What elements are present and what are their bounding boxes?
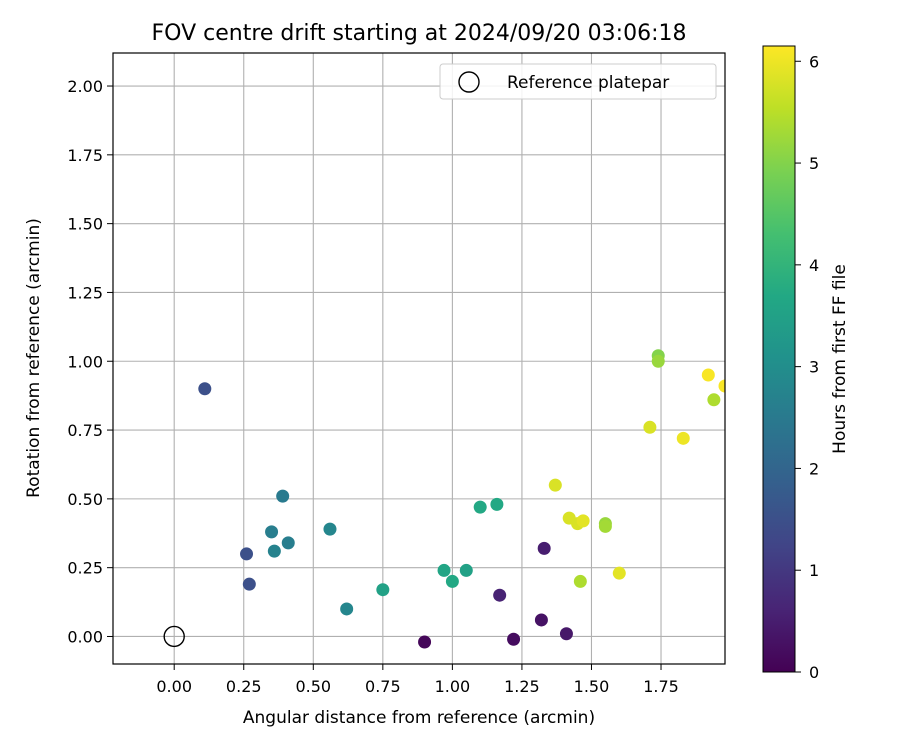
x-axis-ticks: 0.00 0.25 0.50 0.75 1.00 1.25 1.50 1.75: [156, 664, 679, 696]
data-point: [490, 497, 504, 511]
y-tick-label: 0.00: [67, 627, 103, 646]
x-tick-label: 1.75: [643, 677, 679, 696]
legend-box: [439, 63, 717, 100]
x-tick-label: 1.50: [574, 677, 610, 696]
x-tick-label: 0.75: [365, 677, 401, 696]
data-point: [473, 500, 487, 514]
colorbar-label: Hours from first FF file: [830, 264, 850, 454]
data-points: [198, 349, 725, 649]
y-tick-label: 0.50: [67, 490, 103, 509]
x-tick-label: 1.25: [504, 677, 540, 696]
y-tick-label: 1.25: [67, 283, 103, 302]
y-tick-label: 1.50: [67, 215, 103, 234]
data-point: [418, 635, 432, 649]
data-point: [573, 574, 587, 588]
data-point: [507, 632, 521, 646]
reference-platepar-marker: [163, 625, 185, 648]
y-tick-label: 1.75: [67, 146, 103, 165]
y-tick-label: 1.00: [67, 352, 103, 371]
legend-label: Reference platepar: [507, 73, 669, 93]
x-tick-label: 1.00: [435, 677, 471, 696]
grid: [113, 53, 725, 664]
data-point: [493, 588, 507, 602]
colorbar-tick-label: 5: [809, 154, 819, 173]
data-point: [323, 522, 337, 536]
chart-title: FOV centre drift starting at 2024/09/20 …: [152, 21, 687, 46]
data-point: [651, 354, 665, 368]
y-tick-label: 2.00: [67, 77, 103, 96]
data-point: [548, 478, 562, 492]
colorbar: 0 1 2 3 4 5 6 Hours from first FF file: [762, 45, 850, 682]
data-point: [534, 613, 548, 627]
data-point: [676, 431, 690, 445]
data-point: [559, 627, 573, 641]
data-point: [537, 541, 551, 555]
data-point: [437, 563, 451, 577]
legend: Reference platepar: [439, 63, 717, 100]
data-point: [276, 489, 290, 503]
x-tick-label: 0.25: [226, 677, 262, 696]
data-point: [701, 368, 715, 382]
data-point: [598, 519, 612, 533]
data-point: [459, 563, 473, 577]
plot-area-frame: [112, 52, 726, 665]
colorbar-ticks: 0 1 2 3 4 5 6: [795, 52, 819, 682]
reference-layer: [163, 625, 185, 648]
y-axis-ticks: 0.00 0.25 0.50 0.75 1.00 1.25 1.50 1.75 2.00: [67, 77, 113, 646]
data-point: [340, 602, 354, 616]
x-tick-label: 0.00: [156, 677, 192, 696]
data-point: [242, 577, 256, 591]
colorbar-tick-label: 2: [809, 459, 819, 478]
data-point: [281, 536, 295, 550]
data-point: [707, 393, 721, 407]
y-tick-label: 0.75: [67, 421, 103, 440]
data-point: [267, 544, 281, 558]
data-point: [265, 525, 279, 539]
data-point: [198, 382, 212, 396]
colorbar-tick-label: 4: [809, 256, 819, 275]
colorbar-gradient: [762, 45, 796, 673]
data-point: [612, 566, 626, 580]
colorbar-tick-label: 6: [809, 52, 819, 71]
colorbar-tick-label: 3: [809, 358, 819, 377]
y-tick-label: 0.25: [67, 559, 103, 578]
data-point: [445, 574, 459, 588]
colorbar-tick-label: 1: [809, 561, 819, 580]
legend-marker-icon: [458, 71, 480, 93]
data-point: [376, 583, 390, 597]
data-point: [643, 420, 657, 434]
data-point: [576, 514, 590, 528]
x-tick-label: 0.50: [295, 677, 331, 696]
colorbar-tick-label: 0: [809, 663, 819, 682]
y-axis-label: Rotation from reference (arcmin): [24, 218, 44, 498]
data-point: [718, 379, 725, 393]
x-axis-label: Angular distance from reference (arcmin): [243, 708, 595, 728]
data-point: [240, 547, 254, 561]
